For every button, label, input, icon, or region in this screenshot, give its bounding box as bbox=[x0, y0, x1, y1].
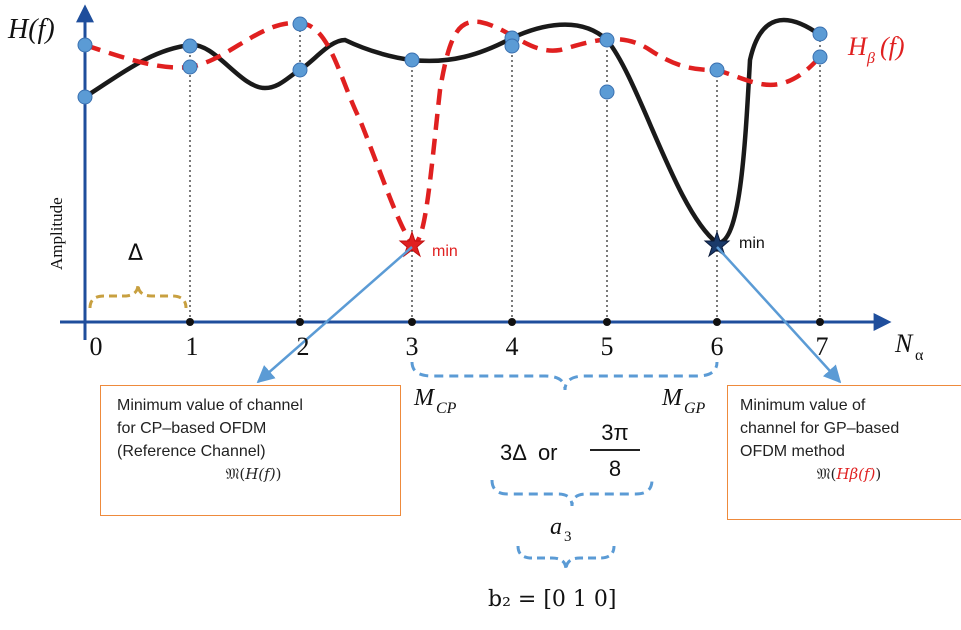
marker-h-1 bbox=[182, 38, 198, 54]
gp-callout-box: Minimum value of channel for GP–based OF… bbox=[727, 385, 961, 520]
y-axis-symbol: H(f) bbox=[7, 14, 55, 45]
tick-label-1: 1 bbox=[186, 332, 199, 361]
cp-callout-box: Minimum value of channel for CP–based OF… bbox=[100, 385, 401, 516]
cp-callout-formula: 𝔐(H(f)) bbox=[117, 463, 390, 486]
black-min-label: min bbox=[739, 235, 765, 252]
cp-callout-line2: for CP–based OFDM bbox=[117, 420, 267, 437]
arrow-to-gp-callout bbox=[716, 246, 842, 384]
red-min-star-icon bbox=[398, 230, 426, 258]
cp-callout-line3: (Reference Channel) bbox=[117, 443, 266, 460]
tick-label-7: 7 bbox=[816, 332, 829, 361]
delta-brace bbox=[88, 283, 188, 309]
gp-formula-pre: 𝔐( bbox=[816, 465, 837, 483]
m-gp-subscript: GP bbox=[684, 400, 706, 417]
gp-formula-arg: Hβ(f) bbox=[836, 465, 876, 483]
a-symbol: a bbox=[550, 514, 562, 540]
marker-hb-1 bbox=[182, 59, 198, 75]
fraction-numerator: 3π bbox=[601, 420, 628, 445]
h-beta-arg: (f) bbox=[880, 32, 905, 61]
m-cp-symbol: M bbox=[413, 385, 436, 411]
tick-label-0: 0 bbox=[90, 332, 103, 361]
marker-h-3 bbox=[404, 52, 420, 68]
tick-label-5: 5 bbox=[601, 332, 614, 361]
cp-callout-line1: Minimum value of channel bbox=[117, 397, 303, 414]
h-beta-subscript: β bbox=[866, 50, 875, 67]
a-subscript: 3 bbox=[564, 529, 572, 545]
marker-hb-2 bbox=[292, 16, 308, 32]
gp-callout-formula: 𝔐(Hβ(f)) bbox=[740, 463, 958, 486]
y-axis-label: Amplitude bbox=[47, 197, 66, 270]
h-beta-symbol: H bbox=[847, 32, 868, 61]
gp-callout-line2: channel for GP–based bbox=[740, 420, 900, 437]
marker-hb-6 bbox=[709, 62, 725, 78]
marker-hb-4 bbox=[504, 38, 520, 54]
arrow-to-cp-callout bbox=[256, 246, 413, 384]
h-curve bbox=[82, 17, 823, 246]
marker-h-7 bbox=[812, 26, 828, 42]
marker-hb-0 bbox=[77, 37, 93, 53]
b-equation: b₂ = [0 1 0] bbox=[488, 587, 616, 612]
mcp-mgp-brace bbox=[410, 361, 719, 391]
h-beta-curve bbox=[84, 19, 822, 246]
x-axis-symbol: N bbox=[894, 329, 914, 358]
gp-callout-line1: Minimum value of bbox=[740, 397, 866, 414]
cp-formula-post: ) bbox=[275, 465, 282, 483]
delta-label: Δ bbox=[128, 241, 143, 266]
x-tick-labels: 0 1 2 3 4 5 6 7 bbox=[90, 332, 829, 361]
gp-formula-post: ) bbox=[875, 465, 882, 483]
cp-formula-pre: 𝔐( bbox=[225, 465, 246, 483]
red-min-label: min bbox=[432, 243, 458, 260]
marker-h-5 bbox=[599, 32, 615, 48]
x-axis-subscript: α bbox=[915, 347, 924, 364]
tick-dots bbox=[186, 318, 824, 326]
tick-label-3: 3 bbox=[406, 332, 419, 361]
cp-formula-arg: H(f) bbox=[245, 465, 276, 483]
or-brace bbox=[490, 479, 654, 507]
black-min-star-icon bbox=[703, 230, 731, 258]
marker-hb-7 bbox=[812, 49, 828, 65]
tick-label-4: 4 bbox=[506, 332, 519, 361]
a3-brace bbox=[516, 545, 616, 571]
sample-markers bbox=[77, 16, 828, 105]
m-gp-symbol: M bbox=[661, 385, 684, 411]
tick-label-2: 2 bbox=[297, 332, 310, 361]
tick-label-6: 6 bbox=[711, 332, 724, 361]
or-text: 3Δ or bbox=[500, 440, 558, 465]
dotted-guides bbox=[189, 25, 821, 322]
marker-hb-5 bbox=[599, 84, 615, 100]
marker-h-2 bbox=[292, 62, 308, 78]
fraction-denominator: 8 bbox=[609, 456, 621, 481]
marker-h-0 bbox=[77, 89, 93, 105]
m-cp-subscript: CP bbox=[436, 400, 457, 417]
gp-callout-line3: OFDM method bbox=[740, 443, 845, 460]
